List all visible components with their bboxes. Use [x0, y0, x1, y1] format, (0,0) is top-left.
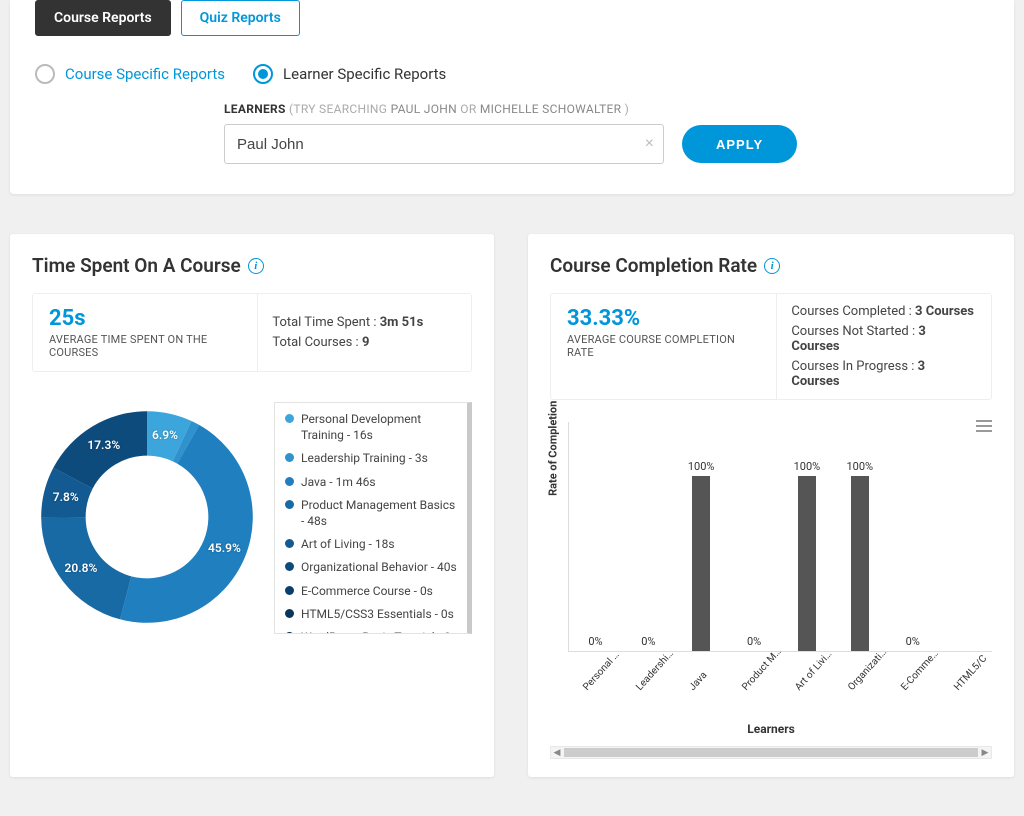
legend-dot-icon [285, 500, 294, 509]
report-tabs: Course Reports Quiz Reports [10, 0, 1014, 36]
y-axis-label: Rate of Completion [547, 400, 560, 495]
legend-item: Product Management Basics - 48s [285, 497, 457, 529]
total-time-value: 3m 51s [380, 315, 424, 330]
legend-dot-icon [285, 562, 294, 571]
bar-column [939, 422, 992, 651]
donut-slice-label: 7.8% [53, 490, 79, 504]
bar[interactable] [798, 476, 816, 651]
legend-dot-icon [285, 586, 294, 595]
donut-legend[interactable]: Personal Development Training - 16s Leade… [274, 402, 472, 634]
legend-item: WordPress Basic Tutorial - 0s [285, 629, 457, 634]
legend-item: Java - 1m 46s [285, 474, 457, 490]
scroll-thumb[interactable] [564, 748, 978, 757]
completion-rate-card: Course Completion Rate i 33.33% AVERAGE … [528, 234, 1014, 777]
completion-bar-chart: Rate of Completion 0%0%100%0%100%100%0% … [550, 422, 992, 759]
bar-value-label: 100% [688, 460, 715, 473]
legend-item: E-Commerce Course - 0s [285, 583, 457, 599]
search-label: LEARNERS (TRY SEARCHING PAUL JOHN OR MIC… [224, 102, 989, 116]
completion-stat-row: Courses Not Started : 3 Courses [791, 324, 975, 354]
bar-value-label: 100% [794, 460, 821, 473]
completion-stat-row: Courses Completed : 3 Courses [791, 304, 975, 319]
filter-panel: Course Reports Quiz Reports Course Speci… [10, 0, 1014, 194]
bar-column: 100% [675, 422, 728, 651]
legend-dot-icon [285, 414, 294, 423]
bar-column: 0% [728, 422, 781, 651]
legend-item: Leadership Training - 3s [285, 450, 457, 466]
stat-label: Courses Completed : [791, 304, 911, 319]
radio-course-specific[interactable]: Course Specific Reports [35, 64, 225, 84]
donut-chart: 6.9% 45.9% 20.8% 7.8% 17.3% [32, 402, 262, 632]
legend-text: Art of Living - 18s [301, 536, 395, 552]
tab-quiz-reports[interactable]: Quiz Reports [181, 0, 300, 36]
legend-text: Personal Development Training - 16s [301, 411, 457, 443]
legend-item: Personal Development Training - 16s [285, 411, 457, 443]
legend-dot-icon [285, 539, 294, 548]
bar[interactable] [851, 476, 869, 651]
scroll-left-icon[interactable]: ◀ [551, 748, 563, 758]
total-courses-label: Total Courses : [272, 335, 358, 350]
legend-text: HTML5/CSS3 Essentials - 0s [301, 606, 454, 622]
completion-stat-box: 33.33% AVERAGE COURSE COMPLETION RATE Co… [550, 293, 992, 400]
avg-time-label: AVERAGE TIME SPENT ON THE COURSES [49, 333, 241, 359]
bar[interactable] [692, 476, 710, 651]
legend-dot-icon [285, 609, 294, 618]
chart-scrollbar[interactable]: ◀ ▶ [550, 746, 992, 759]
stat-label: Courses Not Started : [791, 324, 915, 339]
legend-item: HTML5/CSS3 Essentials - 0s [285, 606, 457, 622]
legend-text: Product Management Basics - 48s [301, 497, 457, 529]
legend-text: E-Commerce Course - 0s [301, 583, 433, 599]
bar-value-label: 100% [847, 460, 874, 473]
avg-completion-value: 33.33% [567, 306, 760, 331]
total-time-label: Total Time Spent : [272, 315, 376, 330]
scroll-right-icon[interactable]: ▶ [979, 748, 991, 758]
card-title: Course Completion Rate i [550, 254, 992, 277]
stat-label: Courses In Progress : [791, 359, 914, 374]
legend-text: Java - 1m 46s [301, 474, 376, 490]
clear-icon[interactable]: × [645, 135, 654, 153]
legend-text: Leadership Training - 3s [301, 450, 428, 466]
bar-column: 100% [781, 422, 834, 651]
learner-search: LEARNERS (TRY SEARCHING PAUL JOHN OR MIC… [10, 102, 1014, 164]
report-type-selector: Course Specific Reports Learner Specific… [10, 36, 1014, 102]
legend-dot-icon [285, 453, 294, 462]
donut-slice-label: 6.9% [152, 428, 178, 442]
card-title: Time Spent On A Course i [32, 254, 472, 277]
donut-slice-label: 20.8% [65, 561, 98, 575]
legend-text: Organizational Behavior - 40s [301, 559, 457, 575]
info-icon[interactable]: i [248, 258, 264, 274]
bar-column: 0% [569, 422, 622, 651]
radio-learner-specific[interactable]: Learner Specific Reports [253, 64, 446, 84]
time-stat-box: 25s AVERAGE TIME SPENT ON THE COURSES To… [32, 293, 472, 372]
bar-x-label: HTML5/C [952, 646, 1024, 727]
donut-slice-label: 45.9% [208, 541, 241, 555]
apply-button[interactable]: APPLY [682, 125, 797, 163]
bar-value-label: 0% [747, 635, 761, 648]
completion-stat-row: Courses In Progress : 3 Courses [791, 359, 975, 389]
legend-text: WordPress Basic Tutorial - 0s [301, 629, 457, 634]
search-input[interactable] [224, 124, 664, 164]
legend-item: Organizational Behavior - 40s [285, 559, 457, 575]
tab-course-reports[interactable]: Course Reports [35, 0, 171, 36]
radio-label: Course Specific Reports [65, 65, 225, 83]
info-icon[interactable]: i [764, 258, 780, 274]
legend-dot-icon [285, 632, 294, 634]
bar-column: 100% [833, 422, 886, 651]
donut-slice-label: 17.3% [87, 438, 120, 452]
radio-label: Learner Specific Reports [283, 65, 446, 83]
bar-value-label: 0% [641, 635, 655, 648]
stat-value: 3 Courses [912, 304, 974, 319]
bar-column: 0% [886, 422, 939, 651]
avg-completion-label: AVERAGE COURSE COMPLETION RATE [567, 333, 760, 359]
bar-value-label: 0% [588, 635, 602, 648]
total-courses-value: 9 [362, 335, 369, 350]
bar-value-label: 0% [906, 635, 920, 648]
bar-column: 0% [622, 422, 675, 651]
x-axis-label: Learners [550, 722, 992, 736]
radio-icon [253, 64, 273, 84]
time-spent-card: Time Spent On A Course i 25s AVERAGE TIM… [10, 234, 494, 777]
legend-item: Art of Living - 18s [285, 536, 457, 552]
radio-icon [35, 64, 55, 84]
avg-time-value: 25s [49, 306, 241, 331]
legend-dot-icon [285, 477, 294, 486]
